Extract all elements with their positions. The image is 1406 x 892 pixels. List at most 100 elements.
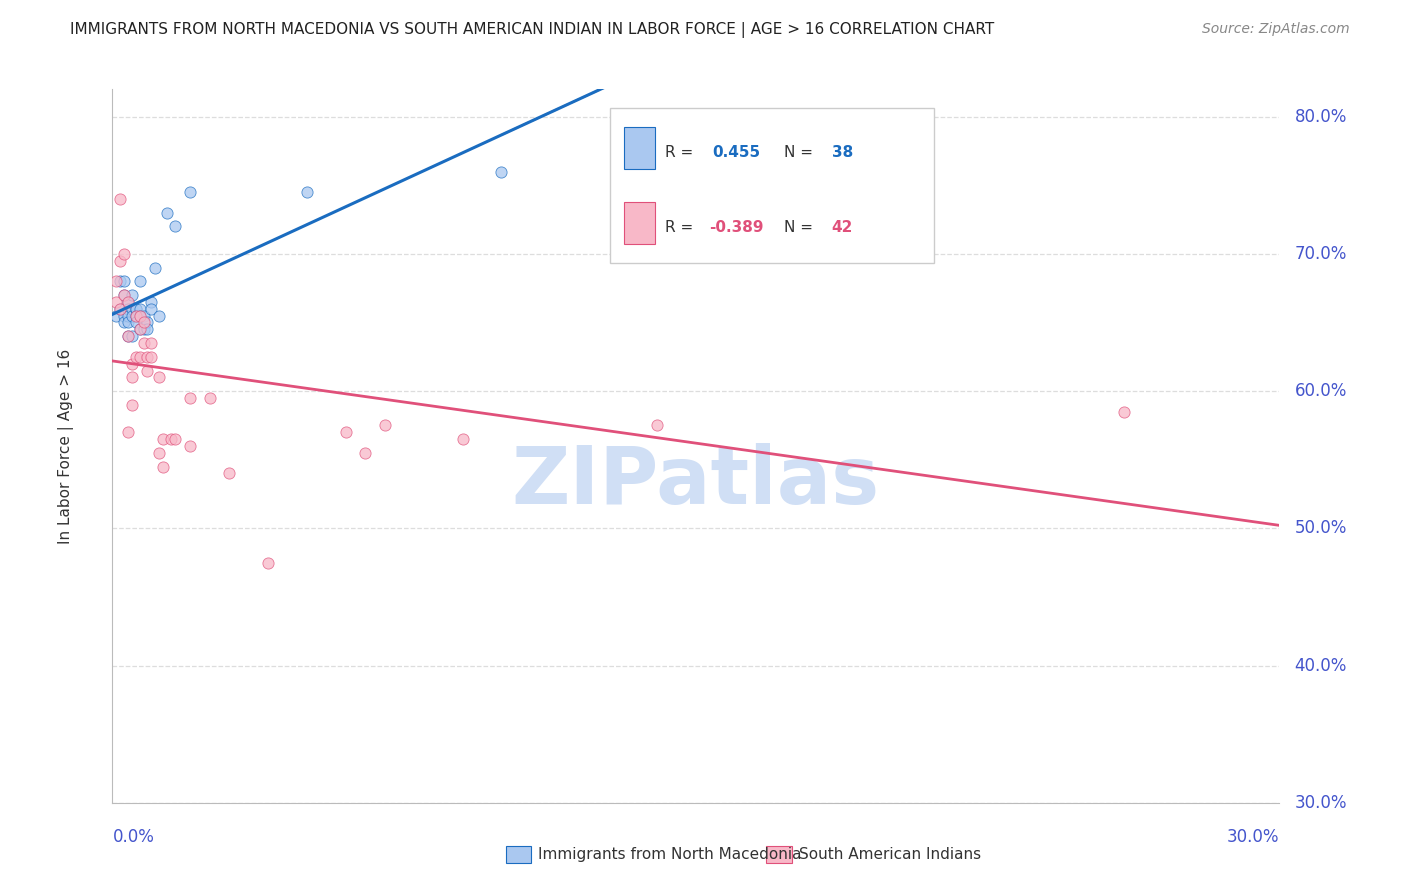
- Text: 70.0%: 70.0%: [1295, 245, 1347, 263]
- Point: [218, 467, 240, 481]
- Point: [179, 439, 201, 453]
- Point: [143, 260, 166, 275]
- Point: [141, 350, 163, 364]
- Text: Source: ZipAtlas.com: Source: ZipAtlas.com: [1202, 22, 1350, 37]
- Point: [121, 301, 143, 316]
- Text: 40.0%: 40.0%: [1295, 657, 1347, 674]
- Point: [110, 192, 132, 206]
- Point: [136, 322, 159, 336]
- Point: [110, 253, 132, 268]
- Point: [105, 294, 128, 309]
- Point: [121, 357, 143, 371]
- Point: [645, 418, 668, 433]
- Point: [141, 294, 163, 309]
- Point: [128, 350, 150, 364]
- Point: [354, 446, 377, 460]
- Point: [128, 322, 150, 336]
- Point: [128, 309, 150, 323]
- Point: [112, 309, 135, 323]
- Point: [163, 432, 186, 446]
- Point: [160, 432, 183, 446]
- Point: [132, 316, 155, 330]
- Point: [374, 418, 396, 433]
- Point: [132, 336, 155, 351]
- Point: [148, 309, 170, 323]
- Text: 50.0%: 50.0%: [1295, 519, 1347, 537]
- Text: 0.0%: 0.0%: [112, 828, 155, 846]
- Point: [117, 294, 139, 309]
- Point: [179, 185, 201, 199]
- Point: [136, 363, 159, 377]
- Point: [125, 316, 148, 330]
- Point: [117, 301, 139, 316]
- Point: [128, 322, 150, 336]
- Point: [117, 425, 139, 440]
- Text: 30.0%: 30.0%: [1227, 828, 1279, 846]
- Point: [112, 247, 135, 261]
- Point: [125, 301, 148, 316]
- Point: [163, 219, 186, 234]
- Point: [141, 301, 163, 316]
- Point: [112, 288, 135, 302]
- Text: 0.455: 0.455: [711, 145, 761, 160]
- Point: [148, 446, 170, 460]
- Point: [451, 432, 474, 446]
- Text: ZIPatlas: ZIPatlas: [512, 442, 880, 521]
- Text: IMMIGRANTS FROM NORTH MACEDONIA VS SOUTH AMERICAN INDIAN IN LABOR FORCE | AGE > : IMMIGRANTS FROM NORTH MACEDONIA VS SOUTH…: [70, 22, 994, 38]
- Point: [105, 274, 128, 288]
- Text: R =: R =: [665, 220, 697, 235]
- Point: [121, 398, 143, 412]
- Point: [110, 301, 132, 316]
- Point: [179, 391, 201, 405]
- Text: 42: 42: [832, 220, 853, 235]
- Text: 30.0%: 30.0%: [1295, 794, 1347, 812]
- Point: [128, 309, 150, 323]
- Text: N =: N =: [785, 145, 818, 160]
- Point: [132, 309, 155, 323]
- Text: R =: R =: [665, 145, 703, 160]
- Point: [295, 185, 318, 199]
- Point: [112, 288, 135, 302]
- Point: [198, 391, 221, 405]
- Point: [136, 350, 159, 364]
- Point: [117, 329, 139, 343]
- Point: [156, 205, 179, 219]
- Point: [117, 329, 139, 343]
- Text: 80.0%: 80.0%: [1295, 108, 1347, 126]
- Point: [105, 309, 128, 323]
- Point: [125, 350, 148, 364]
- Point: [152, 459, 174, 474]
- Point: [121, 329, 143, 343]
- Point: [125, 301, 148, 316]
- Point: [112, 274, 135, 288]
- Point: [117, 316, 139, 330]
- Text: In Labor Force | Age > 16: In Labor Force | Age > 16: [58, 349, 73, 543]
- Point: [152, 432, 174, 446]
- Point: [125, 309, 148, 323]
- Text: -0.389: -0.389: [709, 220, 763, 235]
- Point: [117, 309, 139, 323]
- Point: [125, 309, 148, 323]
- Point: [148, 370, 170, 384]
- Point: [257, 556, 280, 570]
- Point: [110, 274, 132, 288]
- Point: [121, 309, 143, 323]
- Text: N =: N =: [785, 220, 818, 235]
- Point: [1112, 405, 1135, 419]
- Point: [117, 294, 139, 309]
- Point: [136, 316, 159, 330]
- Point: [141, 336, 163, 351]
- Point: [335, 425, 357, 440]
- Text: 60.0%: 60.0%: [1295, 382, 1347, 401]
- Point: [128, 301, 150, 316]
- Text: South American Indians: South American Indians: [799, 847, 981, 862]
- Text: Immigrants from North Macedonia: Immigrants from North Macedonia: [538, 847, 801, 862]
- Point: [128, 274, 150, 288]
- Point: [121, 288, 143, 302]
- Text: 38: 38: [832, 145, 853, 160]
- Point: [112, 316, 135, 330]
- Point: [110, 301, 132, 316]
- Point: [132, 322, 155, 336]
- Point: [121, 370, 143, 384]
- Point: [491, 164, 513, 178]
